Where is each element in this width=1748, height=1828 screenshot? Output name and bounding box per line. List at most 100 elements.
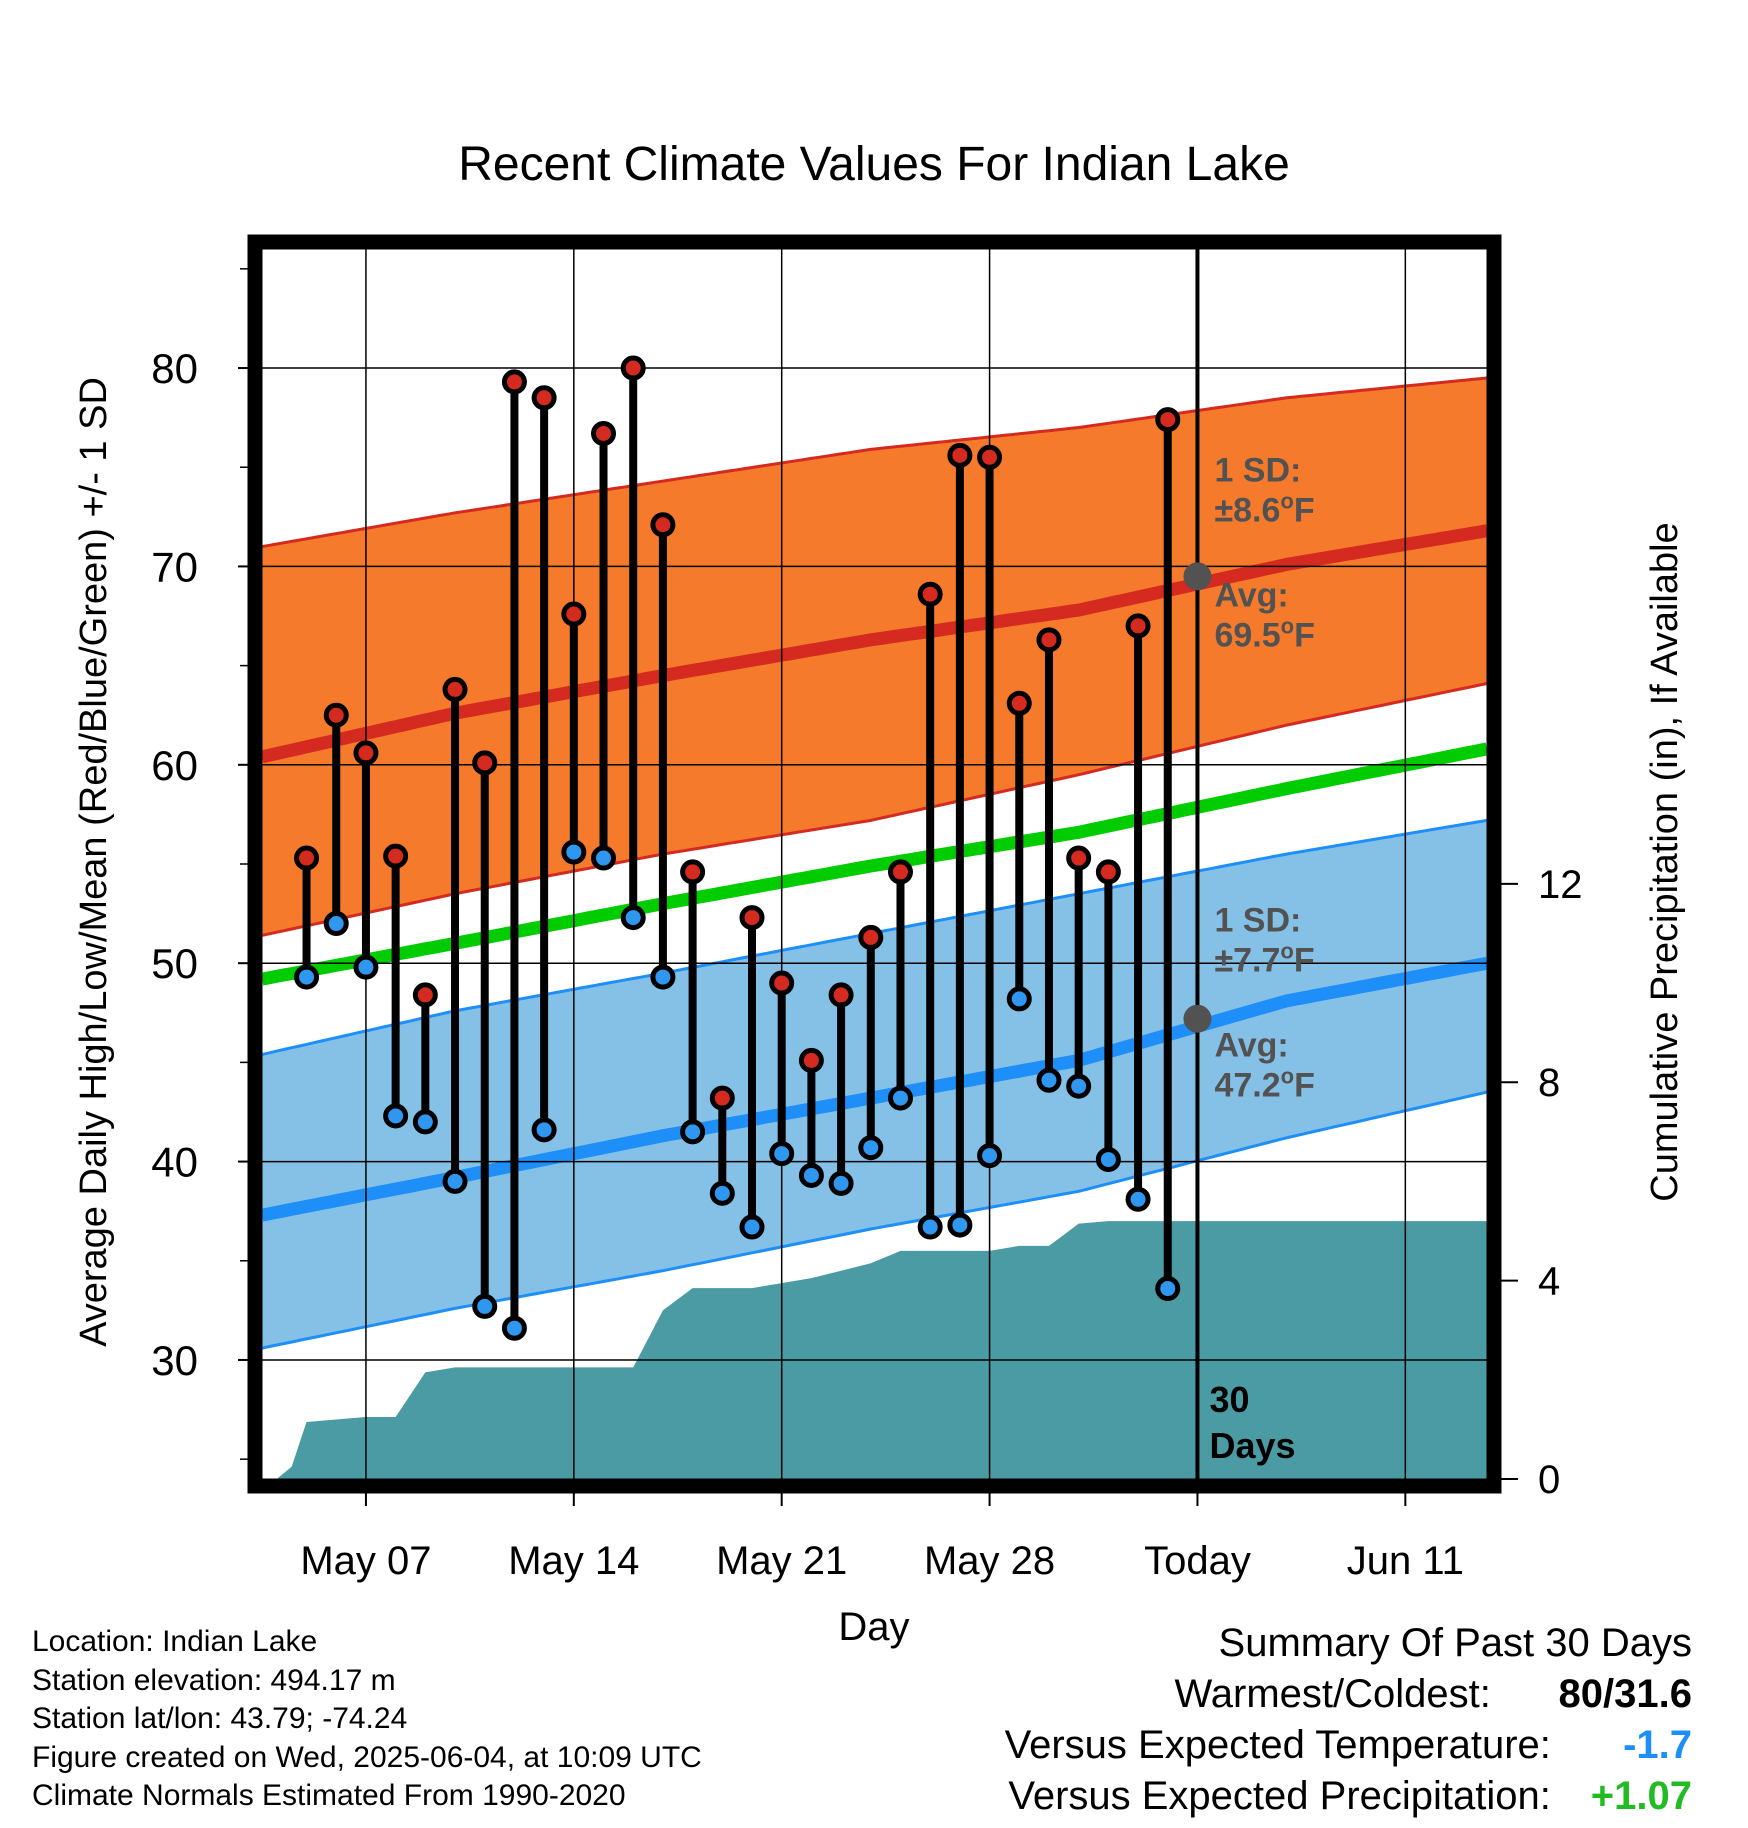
x-tick-label: May 28 [924, 1539, 1055, 1583]
precip-label: Versus Expected Precipitation: [1008, 1774, 1551, 1818]
daily-low-point [1066, 1073, 1092, 1099]
daily-low-point [1095, 1147, 1121, 1173]
daily-high-point [561, 601, 587, 627]
normals-text: Climate Normals Estimated From 1990-2020 [32, 1779, 626, 1812]
y2-tick-label: 0 [1538, 1458, 1560, 1502]
daily-high-point [383, 843, 409, 869]
daily-high-point [917, 581, 943, 607]
precip-value: +1.07 [1590, 1774, 1692, 1818]
daily-high-point [620, 355, 646, 381]
y-tick-label: 50 [151, 940, 198, 987]
elevation-text: Station elevation: 494.17 m [32, 1663, 396, 1697]
x-tick-label: May 21 [716, 1539, 847, 1583]
daily-low-point [620, 905, 646, 931]
daily-low-point [561, 839, 587, 865]
daily-low-point [739, 1214, 765, 1240]
warm-cold-row: Warmest/Coldest: 80/31.6 [1005, 1669, 1693, 1720]
daily-low-point [323, 911, 349, 937]
temp-label: Versus Expected Temperature: [1004, 1723, 1551, 1767]
mean-normal-line [262, 742, 1487, 986]
daily-low-point [947, 1212, 973, 1238]
daily-low-point [680, 1119, 706, 1145]
daily-high-point [887, 859, 913, 885]
daily-low-point [383, 1103, 409, 1129]
daily-low-point [858, 1135, 884, 1161]
high-avg-label: Avg: [1214, 576, 1288, 614]
daily-low-point [1006, 986, 1032, 1012]
latlon-text: Station lat/lon: 43.79; -74.24 [32, 1702, 408, 1735]
daily-low-point [709, 1180, 735, 1206]
daily-high-point [947, 442, 973, 468]
y-tick-label: 80 [151, 345, 198, 392]
daily-high-point [591, 421, 617, 446]
today-high-normal-marker [1183, 562, 1212, 591]
daily-high-point [1036, 627, 1062, 653]
daily-low-point [353, 954, 379, 980]
low-avg-value: 47.2oF [1214, 1064, 1314, 1105]
daily-high-point [680, 859, 706, 885]
high-sd-label: 1 SD: [1214, 451, 1301, 489]
high-sd-value: ±8.6oF [1214, 488, 1314, 529]
daily-high-point [1155, 407, 1181, 433]
created-text: Figure created on Wed, 2025-06-04, at 10… [32, 1740, 702, 1774]
daily-high-point [442, 676, 468, 702]
station-info: Location: Indian Lake Station elevation:… [32, 1623, 702, 1816]
y-tick-label: 60 [151, 742, 198, 789]
daily-high-point [1066, 845, 1092, 871]
daily-high-point [858, 924, 884, 950]
daily-high-point [650, 512, 676, 538]
low-sd-value: ±7.7oF [1214, 939, 1314, 980]
daily-high-point [828, 982, 854, 1008]
y2-tick-label: 12 [1538, 863, 1583, 907]
x-tick-label: Jun 11 [1347, 1539, 1464, 1583]
daily-low-point [294, 964, 320, 990]
warm-cold-value: 80/31.6 [1558, 1672, 1692, 1716]
daily-high-point [353, 740, 379, 766]
y-axis-label: Average Daily High/Low/Mean (Red/Blue/Gr… [73, 377, 115, 1347]
precip-row: Versus Expected Precipitation: +1.07 [1005, 1771, 1692, 1822]
daily-low-point [650, 964, 676, 990]
x-tick-label: May 14 [508, 1539, 639, 1583]
daily-high-point [472, 750, 498, 776]
daily-low-point [977, 1143, 1003, 1169]
daily-low-point [501, 1315, 527, 1341]
daily-low-point [442, 1168, 468, 1194]
y2-tick-label: 8 [1538, 1061, 1560, 1105]
daily-low-point [472, 1293, 498, 1319]
daily-high-point [977, 444, 1003, 470]
summary-panel: Summary Of Past 30 Days Warmest/Coldest:… [1005, 1618, 1692, 1822]
daily-low-point [1155, 1276, 1181, 1302]
window-days-label: Days [1209, 1425, 1295, 1466]
daily-high-point [294, 845, 320, 871]
high-sd-band [262, 378, 1487, 936]
daily-low-point [828, 1170, 854, 1196]
y-tick-label: 40 [151, 1139, 198, 1186]
precipitation-area [276, 1221, 1487, 1479]
high-band-upper-edge [262, 376, 1487, 549]
daily-high-point [412, 982, 438, 1008]
daily-high-point [1006, 690, 1032, 716]
window-days-label: 30 [1209, 1379, 1249, 1420]
daily-low-point [1125, 1186, 1151, 1212]
daily-low-point [591, 845, 617, 871]
daily-low-point [769, 1141, 795, 1167]
daily-high-point [323, 702, 349, 728]
daily-low-point [531, 1117, 557, 1143]
daily-low-point [1036, 1067, 1062, 1093]
low-sd-label: 1 SD: [1214, 902, 1301, 940]
daily-low-point [887, 1085, 913, 1111]
temp-value: -1.7 [1623, 1723, 1692, 1767]
y-tick-label: 70 [151, 543, 198, 590]
low-band-lower-edge [262, 1090, 1487, 1350]
daily-high-point [1125, 613, 1151, 639]
plot-frame [247, 234, 1502, 1494]
chart-title: Recent Climate Values For Indian Lake [458, 138, 1290, 191]
high-band-lower-edge [262, 682, 1487, 937]
y-tick-label: 30 [151, 1337, 198, 1384]
x-tick-label: May 07 [300, 1539, 431, 1583]
daily-high-point [769, 970, 795, 996]
daily-low-point [917, 1214, 943, 1240]
x-tick-label: Today [1144, 1539, 1251, 1583]
today-low-normal-marker [1183, 1004, 1212, 1033]
